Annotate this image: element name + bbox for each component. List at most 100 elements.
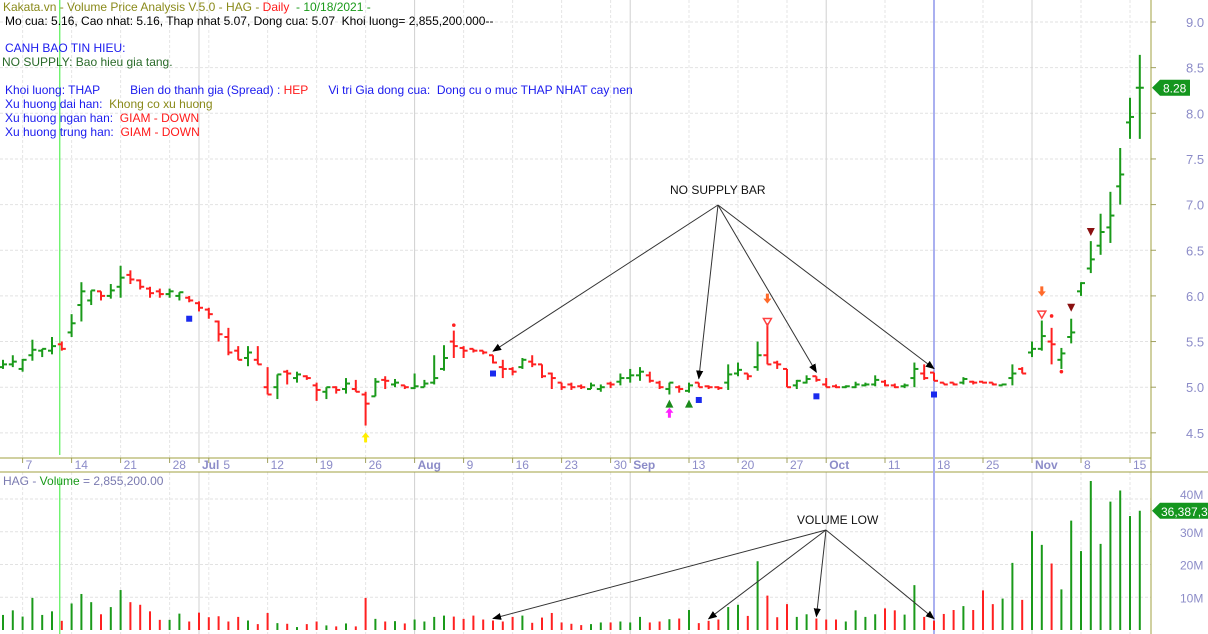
price-axis-label: 7.0 bbox=[1186, 198, 1204, 213]
price-bar bbox=[685, 382, 693, 393]
volume-status: Khoi luong: THAP bbox=[5, 83, 101, 97]
price-bar bbox=[87, 289, 96, 306]
price-bar bbox=[97, 290, 105, 301]
price-bar bbox=[900, 383, 909, 389]
price-bar bbox=[116, 265, 125, 298]
price-bar bbox=[812, 375, 821, 382]
price-bar bbox=[449, 330, 458, 358]
price-bar bbox=[724, 364, 733, 390]
price-bar bbox=[155, 288, 164, 298]
price-bar bbox=[1077, 282, 1085, 296]
price-bar bbox=[587, 382, 595, 391]
spread-value: HEP bbox=[283, 83, 309, 97]
close-position-label: Vi tri Gia dong cua: bbox=[328, 83, 431, 97]
price-bar bbox=[1028, 341, 1036, 358]
date-axis-label: 28 bbox=[173, 458, 187, 472]
volume-value: = 2,855,200.00 bbox=[79, 474, 164, 488]
chart-title: Kakata.vn - Volume Price Analysis V.5.0 … bbox=[3, 0, 371, 14]
price-bar bbox=[106, 284, 115, 299]
price-bar bbox=[1096, 213, 1105, 255]
price-bar bbox=[234, 346, 243, 361]
date-axis-label: 23 bbox=[565, 458, 579, 472]
price-bar bbox=[606, 381, 615, 389]
price-bar bbox=[489, 354, 497, 364]
price-bar bbox=[636, 367, 644, 381]
date-axis-label: 13 bbox=[692, 458, 706, 472]
price-bar bbox=[204, 307, 213, 319]
price-bar bbox=[479, 349, 488, 355]
price-bar bbox=[361, 391, 370, 426]
darkred-triangle-marker bbox=[1067, 303, 1076, 312]
price-bar bbox=[185, 295, 194, 303]
price-bar bbox=[322, 386, 331, 400]
date-axis-label: 27 bbox=[790, 458, 804, 472]
date-axis-label: 7 bbox=[26, 458, 33, 472]
green-triangle-marker bbox=[665, 399, 674, 408]
trend-long-label: Xu huong dai han: bbox=[5, 97, 103, 111]
price-bar bbox=[77, 282, 86, 322]
darkred-triangle-marker bbox=[1086, 227, 1095, 236]
price-bar bbox=[596, 384, 605, 392]
no-supply-arrow bbox=[696, 204, 719, 380]
volume-low-arrow bbox=[492, 529, 827, 620]
price-bar bbox=[48, 336, 56, 355]
date-axis-label: 9 bbox=[467, 458, 474, 472]
price-bar bbox=[1037, 320, 1046, 351]
last-price-label: 8.28 bbox=[1163, 82, 1187, 96]
price-bar bbox=[920, 364, 929, 380]
no-supply-annotation: NO SUPPLY BAR bbox=[670, 183, 766, 197]
volume-panel-title: HAG - Volume = 2,855,200.00 bbox=[3, 474, 163, 488]
price-bar bbox=[773, 360, 782, 369]
price-bar bbox=[18, 358, 27, 372]
price-bar bbox=[675, 385, 684, 393]
price-bar bbox=[538, 363, 546, 379]
trend-mid-value: GIAM - DOWN bbox=[120, 125, 200, 139]
yellow-up-arrow-marker bbox=[361, 432, 370, 443]
alert-heading: CANH BAO TIN HIEU: bbox=[5, 41, 126, 55]
price-bar bbox=[959, 377, 968, 385]
blue-square-marker bbox=[931, 391, 937, 398]
ohlc-info: Mo cua: 5.16, Cao nhat: 5.16, Thap nhat … bbox=[5, 14, 494, 28]
price-bar bbox=[8, 355, 17, 368]
price-bar bbox=[930, 371, 938, 382]
price-bar bbox=[979, 380, 987, 384]
price-bar bbox=[988, 381, 997, 386]
price-bar bbox=[861, 382, 870, 387]
price-axis-label: 8.5 bbox=[1186, 61, 1204, 76]
price-bar bbox=[802, 375, 811, 384]
title-period: Daily bbox=[262, 0, 290, 14]
magenta-up-arrow-marker bbox=[665, 407, 674, 418]
price-bar bbox=[420, 379, 429, 389]
no-supply-arrow bbox=[492, 204, 719, 352]
volume-axis-label: 10M bbox=[1180, 591, 1203, 605]
price-bar bbox=[969, 380, 978, 385]
price-bar bbox=[312, 382, 321, 401]
price-bar bbox=[0, 359, 7, 369]
red-hollow-triangle-marker bbox=[762, 317, 773, 327]
price-bar bbox=[351, 379, 360, 393]
volume-axis-label: 20M bbox=[1180, 559, 1203, 573]
date-axis-label: 5 bbox=[223, 458, 230, 472]
price-bar bbox=[1086, 241, 1095, 274]
price-bar bbox=[1135, 54, 1144, 139]
date-axis-label: 12 bbox=[271, 458, 285, 472]
date-axis-label: Oct bbox=[829, 458, 849, 472]
price-bar bbox=[577, 384, 586, 390]
volume-low-annotation: VOLUME LOW bbox=[797, 513, 879, 527]
price-bar bbox=[253, 346, 262, 366]
date-axis-label: 20 bbox=[741, 458, 755, 472]
blue-square-marker bbox=[813, 393, 820, 400]
price-bar bbox=[302, 375, 311, 380]
green-triangle-marker bbox=[685, 399, 693, 408]
price-bar bbox=[616, 373, 625, 386]
price-axis-label: 6.5 bbox=[1186, 243, 1204, 258]
title-main: Kakata.vn - Volume Price Analysis V.5.0 … bbox=[3, 0, 263, 14]
price-bar bbox=[38, 347, 47, 358]
volume-name: Volume bbox=[39, 474, 80, 488]
blue-square-marker bbox=[490, 370, 496, 377]
blue-square-marker bbox=[695, 396, 702, 403]
date-axis-label: 21 bbox=[124, 458, 138, 472]
price-bar bbox=[851, 381, 860, 389]
price-bar bbox=[508, 367, 517, 376]
date-axis-label: Sep bbox=[633, 458, 655, 472]
